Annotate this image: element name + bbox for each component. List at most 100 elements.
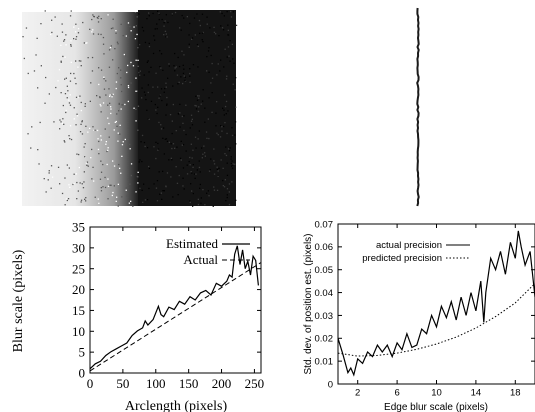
speckle-dot: [155, 157, 157, 160]
speckle-dot: [154, 103, 156, 106]
speckle-dot: [165, 186, 167, 188]
chart2-x-tick-label: 6: [394, 388, 399, 399]
speckle-dot: [135, 108, 137, 110]
speckle-dot: [73, 26, 75, 28]
speckle-dot: [175, 130, 177, 132]
speckle-dot: [177, 83, 179, 85]
speckle-dot: [66, 85, 68, 87]
speckle-dot: [181, 144, 183, 146]
speckle-dot: [63, 40, 65, 42]
speckle-dot: [220, 159, 222, 161]
speckle-dot: [234, 121, 237, 123]
speckle-dot: [172, 196, 174, 198]
speckle-dot: [202, 189, 204, 191]
speckle-dot: [129, 143, 131, 146]
speckle-dot: [107, 149, 109, 151]
speckle-dot: [188, 46, 190, 48]
speckle-dot: [89, 100, 91, 102]
speckle-dot: [168, 141, 170, 143]
speckle-dot: [156, 180, 159, 182]
speckle-dot: [65, 77, 67, 79]
speckle-dot: [139, 70, 141, 72]
speckle-dot: [110, 27, 113, 30]
speckle-dot: [171, 13, 173, 15]
speckle-dot: [182, 64, 184, 66]
speckle-dot: [135, 90, 137, 92]
speckle-dot: [99, 103, 101, 106]
speckle-dot: [225, 100, 228, 103]
speckle-dot: [85, 42, 87, 44]
speckle-dot: [150, 66, 152, 68]
speckle-dot: [166, 103, 168, 105]
speckle-dot: [164, 30, 167, 32]
speckle-dot: [168, 159, 170, 161]
speckle-dot: [50, 33, 52, 36]
speckle-dot: [209, 169, 211, 171]
speckle-dot: [235, 199, 237, 201]
speckle-dot: [110, 45, 112, 47]
speckle-dot: [67, 90, 69, 92]
speckle-dot: [172, 85, 174, 87]
speckle-dot: [113, 185, 115, 187]
speckle-dot: [142, 201, 144, 203]
speckle-dot: [213, 163, 216, 165]
speckle-dot: [192, 64, 195, 66]
speckle-dot: [122, 35, 124, 37]
speckle-dot: [158, 18, 160, 21]
speckle-dot: [69, 186, 71, 188]
speckle-dot: [129, 148, 131, 150]
speckle-dot: [229, 60, 231, 62]
speckle-dot: [195, 147, 197, 149]
speckle-dot: [104, 186, 107, 189]
speckle-dot: [60, 61, 62, 63]
speckle-dot: [170, 157, 172, 159]
speckle-dot: [120, 69, 122, 71]
speckle-dot: [105, 80, 107, 82]
speckle-dot: [202, 89, 204, 91]
speckle-dot: [99, 96, 101, 98]
speckle-dot: [221, 130, 223, 132]
speckle-dot: [136, 16, 138, 18]
speckle-dot: [105, 141, 107, 143]
speckle-dot: [96, 95, 98, 97]
speckle-dot: [210, 82, 212, 84]
speckle-dot: [40, 23, 42, 25]
speckle-dot: [80, 65, 82, 67]
chart2-legend-actual-label: actual precision: [376, 240, 442, 251]
speckle-dot: [108, 49, 111, 51]
speckle-dot: [218, 167, 220, 169]
speckle-dot: [92, 126, 94, 128]
speckle-dot: [194, 177, 196, 179]
speckle-dot: [121, 196, 123, 198]
speckle-dot: [117, 140, 119, 142]
speckle-dot: [97, 21, 100, 23]
speckle-dot: [215, 125, 217, 127]
speckle-dot: [200, 103, 202, 105]
speckle-dot: [97, 138, 99, 140]
speckle-dot: [232, 58, 234, 60]
chart1-x-tick-label: 150: [179, 376, 199, 391]
speckle-dot: [204, 155, 206, 157]
speckle-dot: [221, 12, 223, 15]
speckle-dot: [99, 178, 102, 180]
speckle-dot: [137, 65, 139, 67]
speckle-dot: [171, 147, 173, 150]
speckle-dot: [70, 45, 72, 47]
speckle-dot: [153, 146, 155, 148]
speckle-dot: [96, 16, 98, 19]
speckle-dot: [141, 134, 144, 137]
speckle-dot: [216, 74, 218, 76]
speckle-dot: [153, 35, 155, 37]
speckle-dot: [235, 106, 237, 108]
speckle-dot: [206, 23, 208, 25]
speckle-dot: [191, 157, 193, 159]
speckle-dot: [192, 166, 194, 168]
speckle-dot: [48, 172, 50, 174]
speckle-dot: [157, 142, 159, 145]
speckle-dot: [196, 13, 198, 15]
speckle-dot: [190, 143, 192, 145]
speckle-dot: [64, 93, 67, 95]
speckle-dot: [170, 143, 172, 145]
speckle-dot: [135, 191, 137, 193]
speckle-dot: [189, 75, 191, 77]
